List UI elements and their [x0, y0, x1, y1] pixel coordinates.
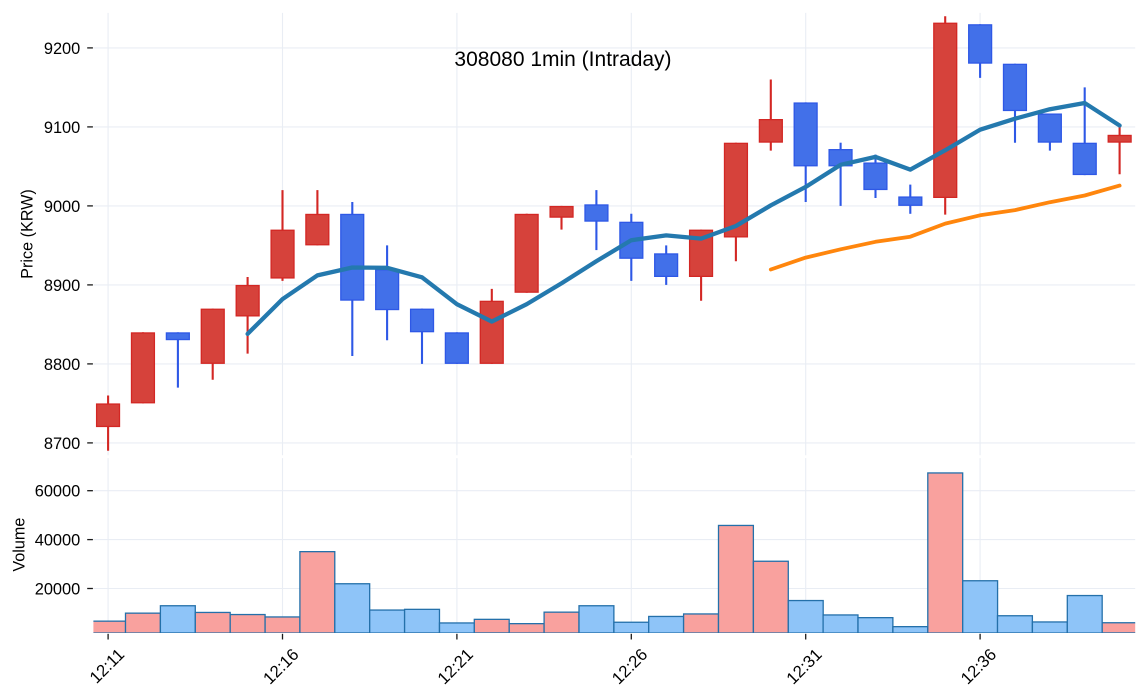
svg-text:40000: 40000: [35, 532, 81, 550]
svg-text:308080 1min (Intraday): 308080 1min (Intraday): [454, 48, 671, 71]
svg-text:9200: 9200: [44, 40, 80, 58]
svg-text:9000: 9000: [44, 198, 80, 216]
svg-text:60000: 60000: [35, 483, 81, 501]
svg-text:8800: 8800: [44, 356, 80, 374]
svg-text:8700: 8700: [44, 435, 80, 453]
svg-text:9100: 9100: [44, 119, 80, 137]
svg-text:Volume: Volume: [11, 518, 29, 572]
svg-text:8900: 8900: [44, 277, 80, 295]
svg-text:Price (KRW): Price (KRW): [18, 189, 36, 279]
svg-text:20000: 20000: [35, 580, 81, 598]
